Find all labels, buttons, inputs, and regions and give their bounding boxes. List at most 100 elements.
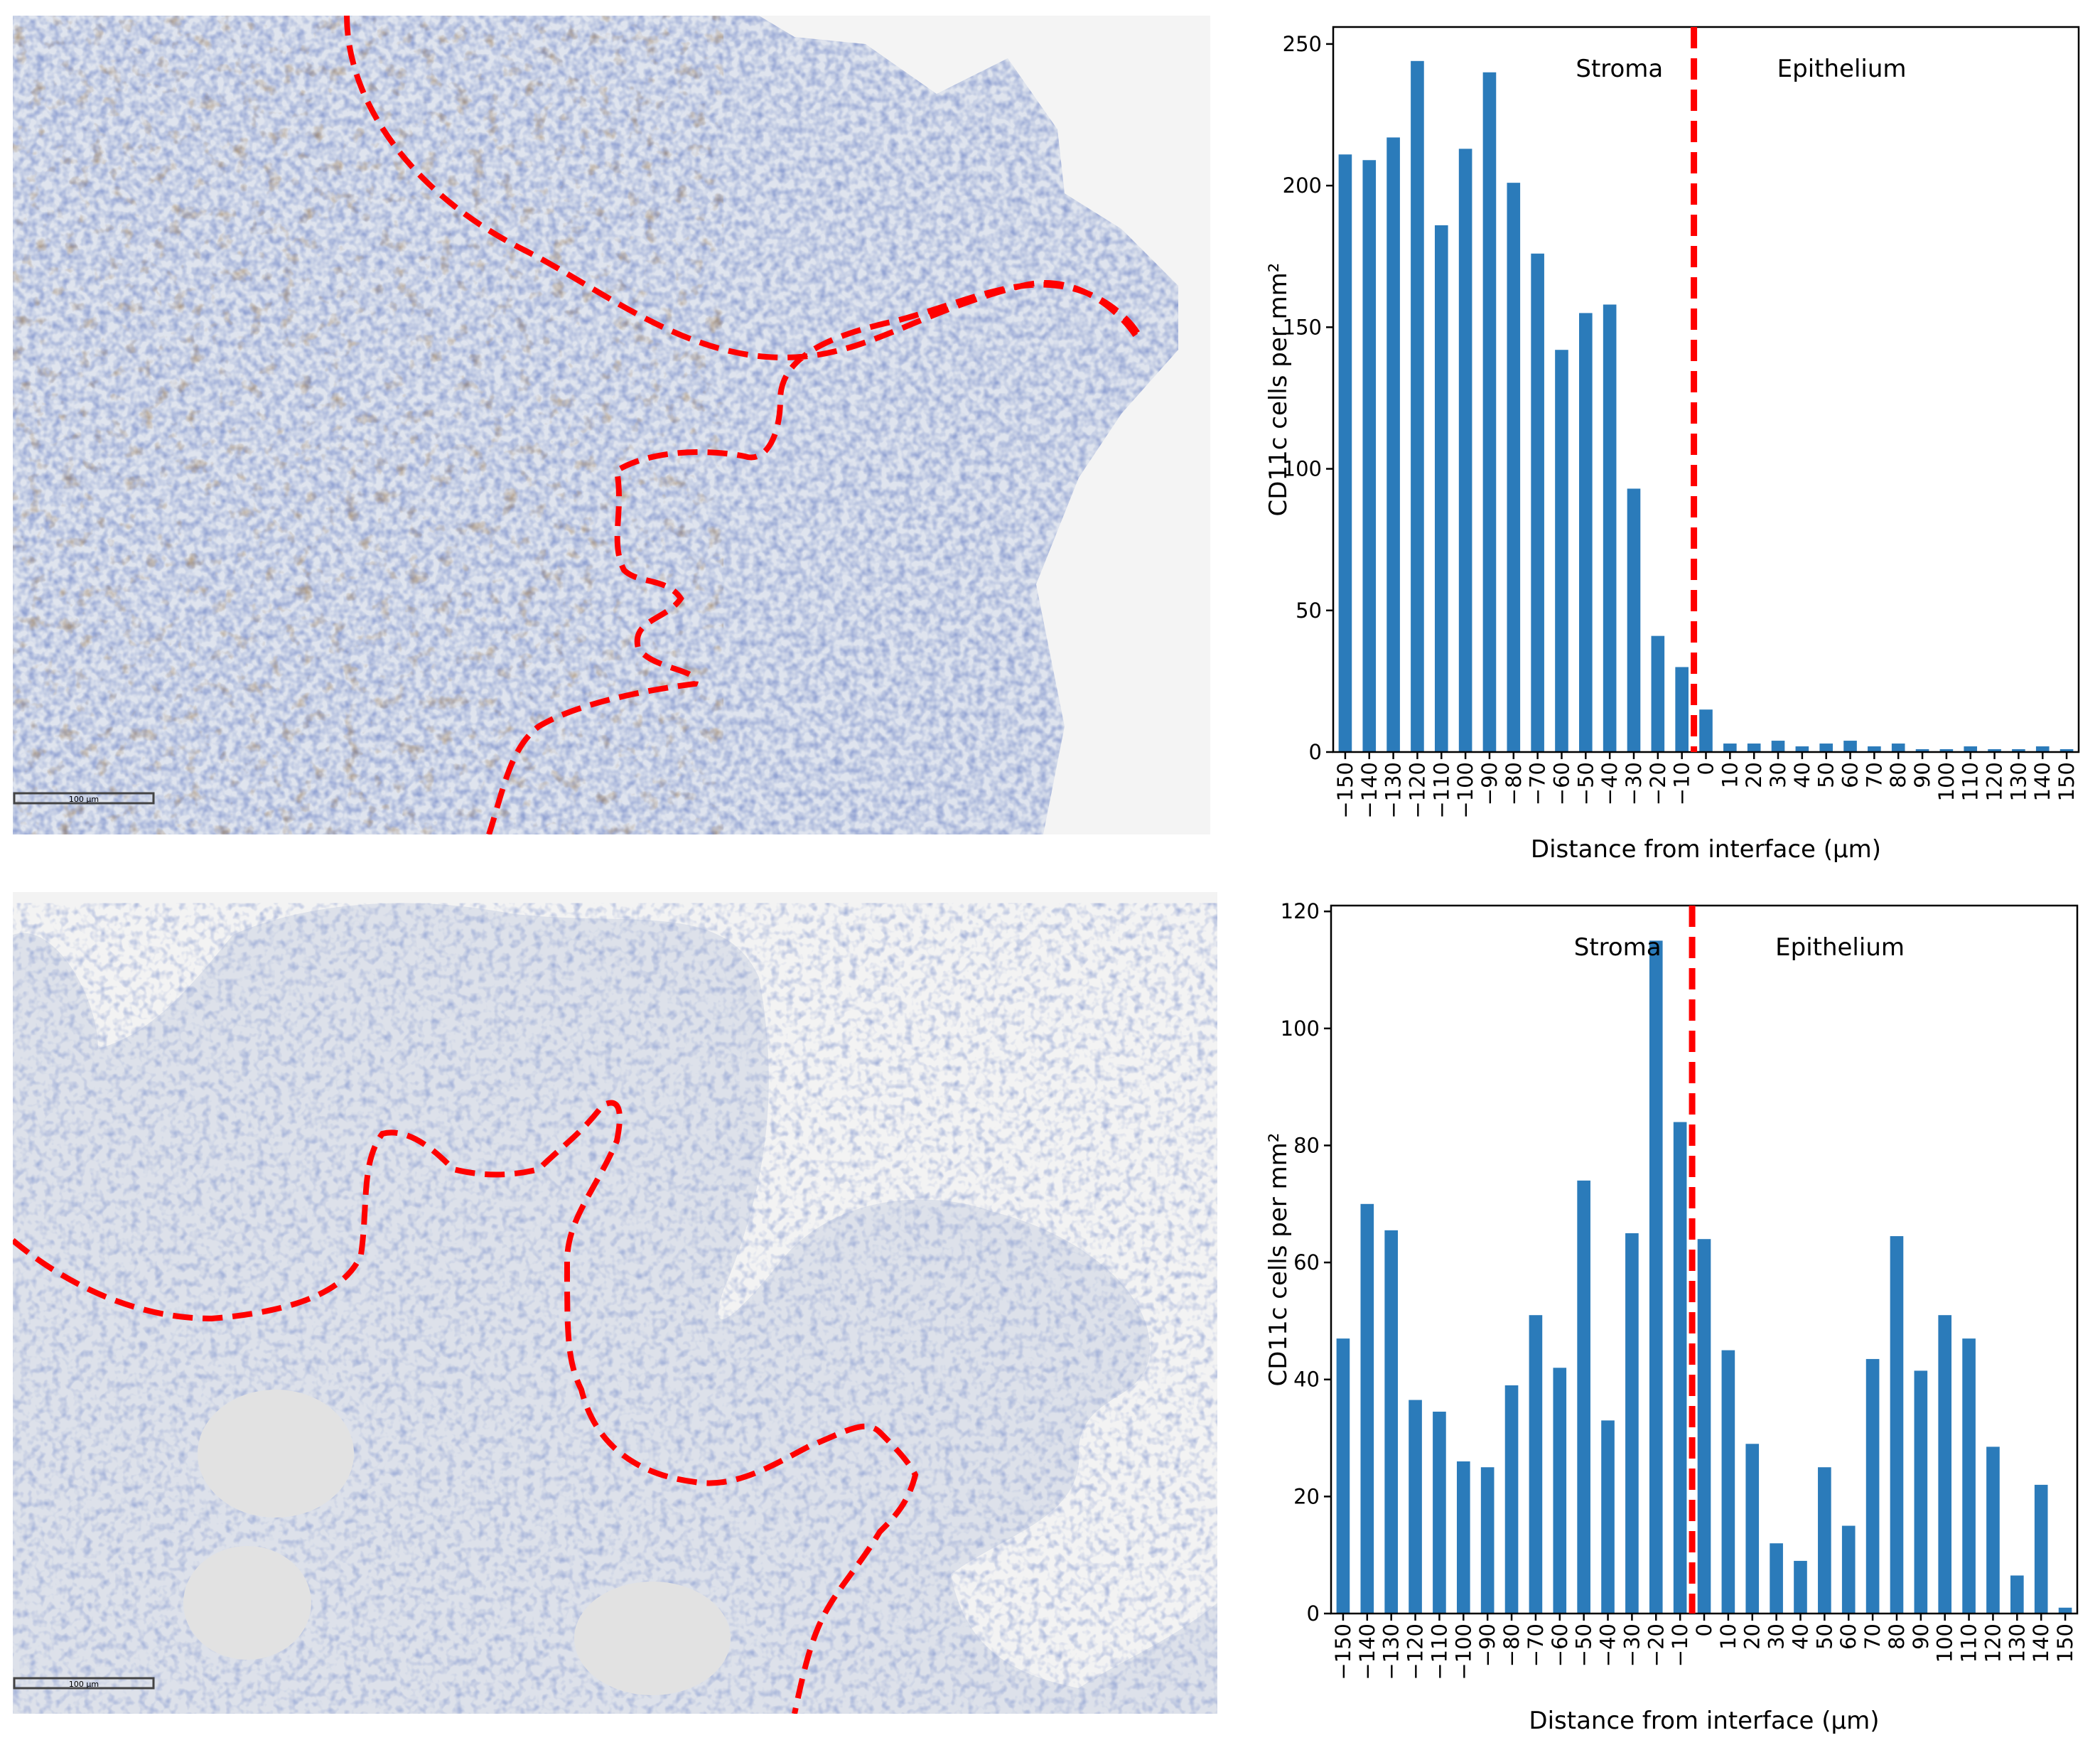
muscle-bundle — [198, 1390, 354, 1518]
bottom-x-tick-label: 140 — [2029, 1623, 2053, 1663]
scale-bar: 100 μm — [13, 1677, 155, 1690]
bottom-bar — [2010, 1575, 2024, 1614]
bottom-bar — [1938, 1315, 1952, 1614]
top-x-tick-label: 60 — [1838, 762, 1863, 788]
top-x-tick-label: −20 — [1646, 762, 1670, 805]
bottom-x-tick-label: 110 — [1957, 1623, 1981, 1663]
top-x-tick-label: −70 — [1526, 762, 1550, 805]
bottom-x-tick-label: −30 — [1620, 1623, 1644, 1667]
top-x-tick-label: −90 — [1477, 762, 1502, 805]
top-bar — [1843, 741, 1857, 752]
top-y-tick-label: 150 — [1283, 315, 1322, 339]
top-bar — [2059, 749, 2074, 752]
scale-bar-label: 100 μm — [69, 795, 99, 804]
bottom-x-tick-label: 70 — [1861, 1623, 1885, 1650]
top-x-tick-label: 20 — [1742, 762, 1766, 788]
interface-boundary-line — [13, 1100, 919, 1714]
nuclei-texture — [13, 903, 1217, 1714]
bottom-x-tick-label: −50 — [1572, 1623, 1596, 1667]
bottom-x-tick-label: −130 — [1379, 1623, 1404, 1680]
top-x-tick-label: −140 — [1357, 762, 1382, 819]
bottom-bar — [1841, 1525, 1856, 1614]
top-bar — [1964, 746, 1978, 752]
top-x-tick-label: −130 — [1382, 762, 1406, 819]
bottom-x-tick-label: −20 — [1644, 1623, 1668, 1667]
bottom-x-axis-label: Distance from interface (μm) — [1529, 1707, 1879, 1735]
bottom-bar — [1986, 1446, 2000, 1614]
bottom-bar — [2034, 1484, 2048, 1614]
top-x-tick-label: 120 — [1983, 762, 2007, 801]
bottom-bar — [1865, 1358, 1880, 1614]
top-bar — [1627, 488, 1641, 752]
bottom-bar — [1577, 1180, 1590, 1614]
bottom-bar — [1721, 1350, 1735, 1614]
top-x-tick-label: −110 — [1429, 762, 1453, 819]
top-bar — [1819, 744, 1833, 752]
bottom-x-tick-label: −70 — [1524, 1623, 1548, 1667]
top-bar — [1699, 709, 1713, 752]
top-bar — [1411, 60, 1424, 752]
bottom-bar — [1456, 1461, 1470, 1614]
bottom-y-tick-label: 80 — [1293, 1133, 1320, 1157]
bottom-bar — [1360, 1203, 1374, 1614]
top-x-tick-label: 110 — [1959, 762, 1983, 801]
bottom-bar — [1914, 1370, 1928, 1614]
bottom-x-tick-label: −10 — [1668, 1623, 1692, 1667]
top-bar — [1579, 313, 1593, 752]
top-x-tick-label: 90 — [1910, 762, 1934, 788]
top-bar — [1386, 137, 1400, 752]
bottom-bar — [1529, 1315, 1543, 1614]
micrograph-top: 100 μm — [13, 16, 1210, 834]
bottom-x-tick-label: 60 — [1836, 1623, 1861, 1650]
bottom-bar — [1697, 1239, 1711, 1614]
bottom-bar — [1433, 1412, 1446, 1614]
muscle-bundle — [574, 1582, 731, 1695]
top-x-tick-label: 50 — [1814, 762, 1838, 788]
muscle-bundle — [183, 1546, 311, 1660]
top-y-tick-label: 200 — [1283, 173, 1322, 198]
top-x-tick-label: −80 — [1502, 762, 1526, 805]
scale-bar-label: 100 μm — [69, 1680, 99, 1689]
top-x-tick-label: −120 — [1405, 762, 1429, 819]
top-x-tick-label: 80 — [1886, 762, 1910, 788]
bottom-x-tick-label: −100 — [1451, 1623, 1475, 1680]
bottom-bar — [1649, 940, 1663, 1614]
top-x-tick-label: −40 — [1598, 762, 1622, 805]
top-bar — [1988, 749, 2001, 752]
top-bar — [1723, 744, 1737, 752]
top-y-tick-label: 0 — [1309, 740, 1322, 764]
top-x-tick-label: 0 — [1694, 762, 1718, 775]
top-bar — [1891, 744, 1905, 752]
bottom-x-tick-label: 10 — [1716, 1623, 1740, 1650]
bottom-x-tick-label: −60 — [1548, 1623, 1572, 1667]
top-y-tick-label: 50 — [1296, 598, 1322, 623]
bottom-x-tick-label: 130 — [2005, 1623, 2029, 1663]
top-y-tick-label: 250 — [1283, 32, 1322, 56]
bottom-x-tick-label: 80 — [1885, 1623, 1909, 1650]
bottom-x-tick-label: −90 — [1475, 1623, 1499, 1667]
bottom-y-tick-label: 20 — [1293, 1484, 1320, 1508]
background-white-region — [759, 16, 1210, 834]
stroma-stain-texture — [13, 16, 723, 834]
bottom-bar — [1745, 1444, 1760, 1614]
top-bar — [1675, 667, 1689, 752]
interface-boundary-line — [344, 16, 1142, 834]
bottom-y-tick-label: 120 — [1281, 899, 1320, 923]
bottom-y-axis-label: CD11c cells per mm² — [1264, 1133, 1293, 1387]
bottom-x-tick-label: −80 — [1499, 1623, 1524, 1667]
bottom-x-tick-label: −140 — [1355, 1623, 1379, 1680]
bottom-x-tick-label: 50 — [1812, 1623, 1836, 1650]
bottom-bar — [1553, 1368, 1567, 1614]
bottom-bar — [1818, 1467, 1831, 1614]
top-bar — [2035, 746, 2050, 752]
top-bar — [1795, 746, 1809, 752]
top-bar — [1939, 749, 1954, 752]
top-x-tick-label: 30 — [1766, 762, 1790, 788]
top-stroma-label: Stroma — [1576, 55, 1663, 83]
top-y-tick-label: 100 — [1283, 457, 1322, 481]
top-x-tick-label: 70 — [1862, 762, 1886, 788]
bottom-bar — [1770, 1543, 1783, 1614]
top-bar — [1507, 183, 1521, 752]
